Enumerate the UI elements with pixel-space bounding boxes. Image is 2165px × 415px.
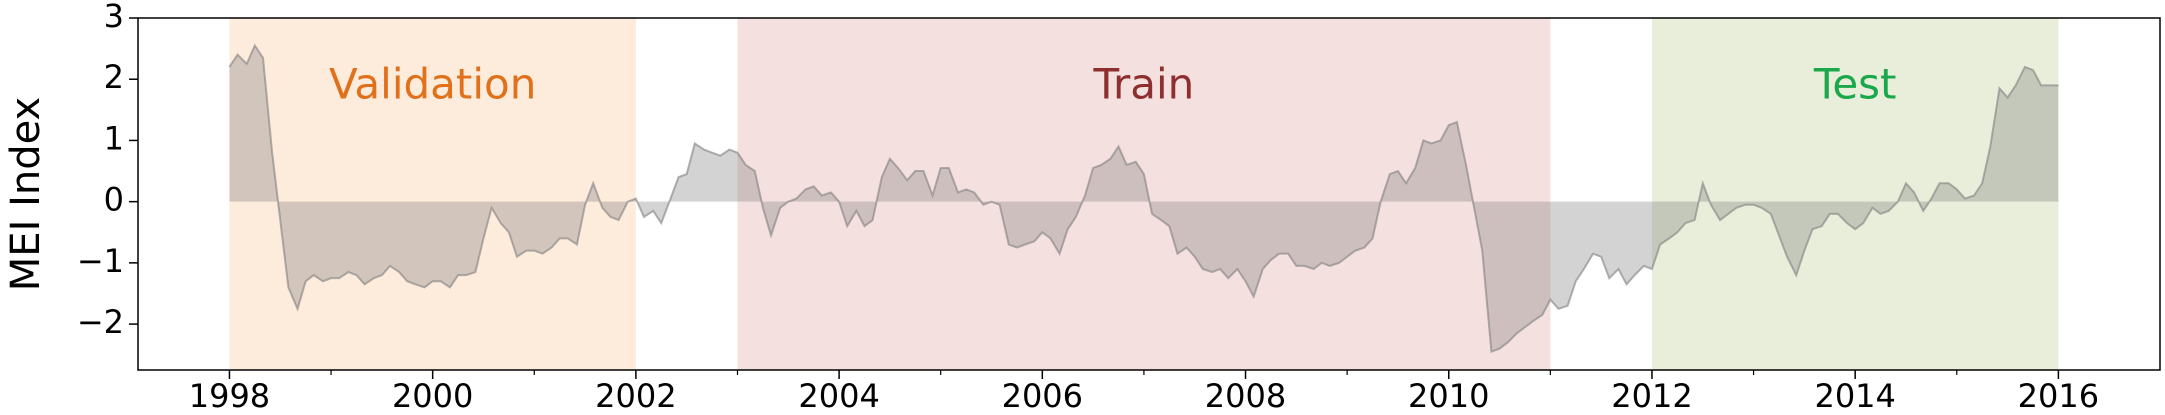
y-tick-label: 1 <box>104 119 124 157</box>
labels: Validation Train Test 3 2 1 0 −1 −2 1998 2000 2002 2… <box>77 0 2161 415</box>
regions <box>229 18 2059 370</box>
region <box>1651 18 2059 370</box>
y-tick-label: 3 <box>104 0 124 35</box>
region-label: Train <box>1093 60 1195 109</box>
x-tick-label: 2002 <box>595 377 676 415</box>
y-tick-label: −1 <box>77 242 124 280</box>
x-tick-label: 2014 <box>1814 377 1895 415</box>
region-label: Test <box>1813 60 1897 109</box>
x-tick-label: 2006 <box>1002 377 1083 415</box>
y-tick-label: 2 <box>104 58 124 96</box>
x-tick-label: 1998 <box>189 377 270 415</box>
region <box>737 18 1551 370</box>
region <box>229 18 636 370</box>
y-axis-label: MEI Index <box>3 97 49 291</box>
x-tick-label: 2016 <box>2018 377 2099 415</box>
y-tick-label: 0 <box>104 181 124 219</box>
y-tick-label: −2 <box>77 303 124 341</box>
region-label: Validation <box>329 60 536 109</box>
area <box>229 45 2059 352</box>
x-tick-label: 2010 <box>1408 377 1489 415</box>
line <box>228 43 2059 354</box>
axes-frame <box>137 17 2161 371</box>
x-tick-label: 2004 <box>798 377 879 415</box>
x-tick-label: 2012 <box>1611 377 1692 415</box>
plot <box>228 43 2059 354</box>
x-tick-label: 2000 <box>392 377 473 415</box>
x-tick-label: 2008 <box>1205 377 1286 415</box>
